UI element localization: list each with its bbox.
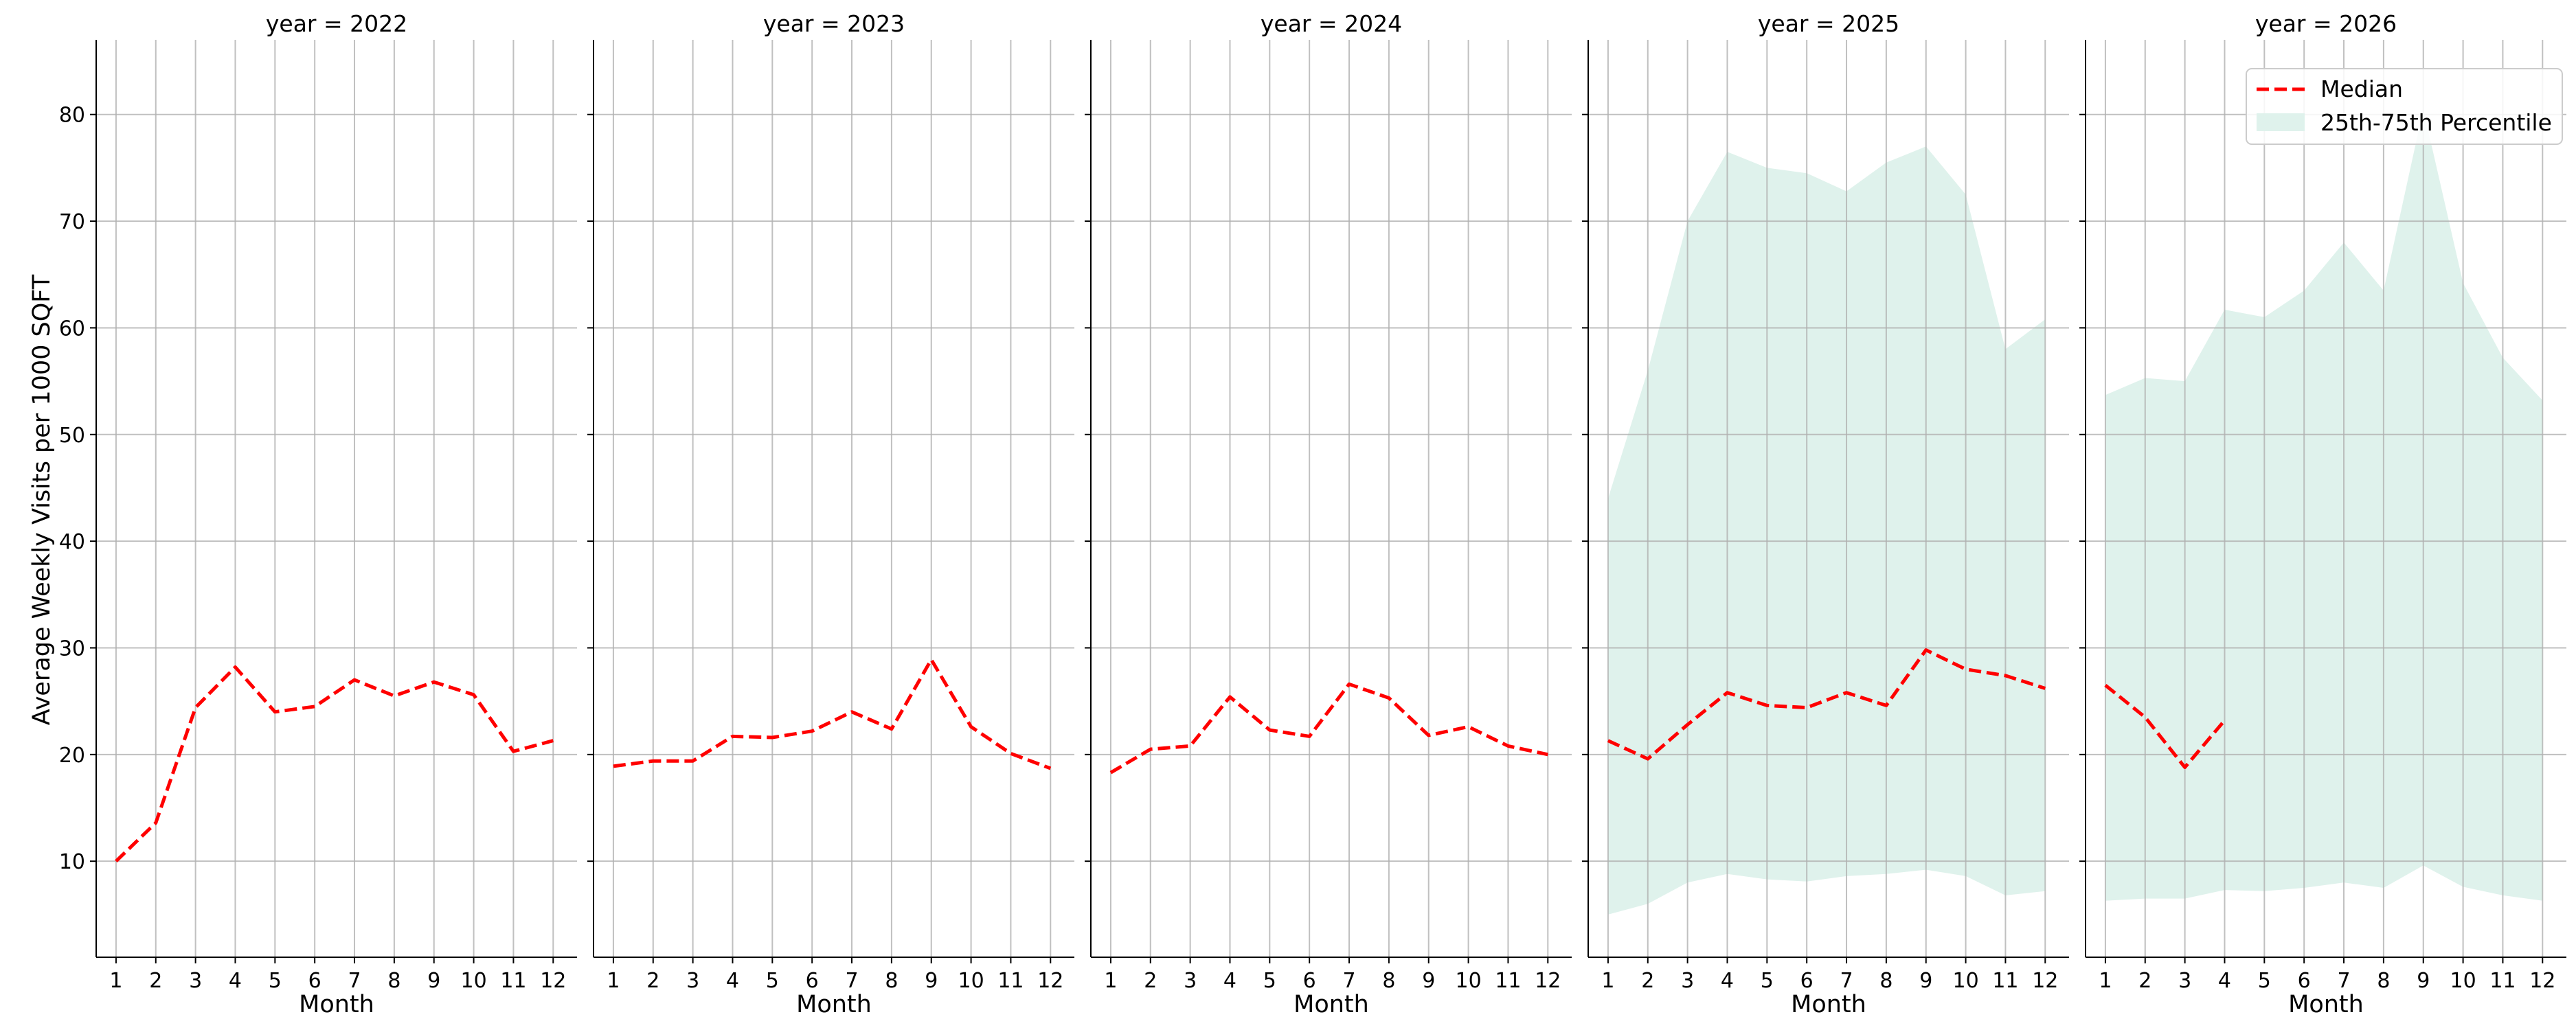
- y-tick-label: 30: [59, 637, 85, 661]
- x-tick-label: 8: [1382, 969, 1395, 993]
- x-tick-label: 4: [726, 969, 739, 993]
- panel-title: year = 2024: [1261, 10, 1402, 37]
- x-tick-label: 7: [2337, 969, 2350, 993]
- legend-band-swatch: [2257, 113, 2305, 131]
- panel-title: year = 2025: [1758, 10, 1899, 37]
- x-tick-label: 4: [229, 969, 242, 993]
- x-tick-label: 11: [997, 969, 1024, 993]
- x-tick-label: 1: [1601, 969, 1614, 993]
- x-tick-label: 4: [2218, 969, 2231, 993]
- x-tick-label: 6: [308, 969, 321, 993]
- x-axis-label: Month: [796, 991, 872, 1018]
- x-tick-label: 5: [766, 969, 779, 993]
- x-tick-label: 8: [2377, 969, 2390, 993]
- x-tick-label: 9: [2417, 969, 2430, 993]
- x-tick-label: 12: [1535, 969, 1561, 993]
- x-tick-label: 9: [925, 969, 938, 993]
- x-tick-label: 2: [2138, 969, 2151, 993]
- x-axis-label: Month: [2288, 991, 2364, 1018]
- x-tick-label: 6: [1303, 969, 1316, 993]
- x-tick-label: 11: [2489, 969, 2516, 993]
- x-tick-label: 11: [1495, 969, 1521, 993]
- y-tick-label: 70: [59, 210, 85, 234]
- x-tick-label: 12: [1037, 969, 1063, 993]
- panel-title: year = 2023: [763, 10, 905, 37]
- x-tick-label: 5: [2258, 969, 2271, 993]
- x-tick-label: 12: [540, 969, 566, 993]
- x-tick-label: 12: [2032, 969, 2058, 993]
- x-tick-label: 8: [387, 969, 400, 993]
- x-tick-label: 5: [1263, 969, 1276, 993]
- x-tick-label: 6: [806, 969, 819, 993]
- legend: Median 25th-75th Percentile: [2246, 68, 2563, 145]
- x-tick-label: 2: [1144, 969, 1157, 993]
- x-tick-label: 1: [607, 969, 620, 993]
- panel-title: year = 2022: [266, 10, 407, 37]
- x-tick-label: 1: [2099, 969, 2112, 993]
- x-tick-label: 6: [2298, 969, 2311, 993]
- x-tick-label: 3: [1681, 969, 1694, 993]
- x-tick-label: 7: [1342, 969, 1355, 993]
- x-tick-label: 9: [1919, 969, 1932, 993]
- legend-band-label: 25th-75th Percentile: [2320, 109, 2552, 136]
- x-tick-label: 9: [1422, 969, 1435, 993]
- median-line: [115, 665, 554, 862]
- percentile-band: [1607, 146, 2046, 915]
- x-tick-label: 8: [1879, 969, 1893, 993]
- x-tick-label: 7: [1840, 969, 1853, 993]
- x-tick-label: 3: [189, 969, 202, 993]
- x-tick-label: 1: [109, 969, 122, 993]
- x-tick-label: 10: [958, 969, 984, 993]
- x-tick-label: 3: [1184, 969, 1197, 993]
- x-tick-label: 7: [845, 969, 858, 993]
- x-axis-label: Month: [1293, 991, 1369, 1018]
- x-tick-label: 10: [460, 969, 486, 993]
- y-tick-label: 10: [59, 850, 85, 874]
- x-tick-label: 5: [269, 969, 282, 993]
- percentile-band: [2105, 109, 2543, 901]
- y-tick-label: 50: [59, 424, 85, 448]
- x-tick-label: 2: [646, 969, 659, 993]
- y-tick-label: 60: [59, 317, 85, 341]
- x-tick-label: 10: [1455, 969, 1481, 993]
- y-axis-label: Average Weekly Visits per 1000 SQFT: [28, 274, 56, 725]
- x-tick-label: 11: [1992, 969, 2018, 993]
- x-tick-label: 7: [348, 969, 361, 993]
- x-tick-label: 12: [2529, 969, 2555, 993]
- x-axis-label: Month: [299, 991, 374, 1018]
- x-tick-label: 10: [1952, 969, 1978, 993]
- x-tick-label: 2: [149, 969, 162, 993]
- x-tick-label: 6: [1800, 969, 1814, 993]
- x-tick-label: 4: [1721, 969, 1734, 993]
- median-line: [2104, 683, 2226, 769]
- median-line: [613, 658, 1052, 770]
- x-tick-label: 4: [1223, 969, 1236, 993]
- x-tick-label: 9: [427, 969, 440, 993]
- panel-title: year = 2026: [2255, 10, 2397, 37]
- y-tick-label: 20: [59, 744, 85, 768]
- x-tick-label: 8: [885, 969, 898, 993]
- x-tick-label: 5: [1761, 969, 1774, 993]
- x-tick-label: 2: [1641, 969, 1654, 993]
- y-tick-label: 40: [59, 530, 85, 554]
- x-tick-label: 3: [2178, 969, 2191, 993]
- x-tick-label: 10: [2450, 969, 2476, 993]
- x-tick-label: 1: [1104, 969, 1117, 993]
- y-tick-label: 80: [59, 104, 85, 128]
- median-line: [1607, 648, 2046, 761]
- x-axis-label: Month: [1791, 991, 1866, 1018]
- x-tick-label: 3: [686, 969, 699, 993]
- legend-median-label: Median: [2320, 76, 2403, 102]
- x-tick-label: 11: [500, 969, 526, 993]
- median-line: [1109, 682, 1548, 775]
- legend-frame: [2246, 68, 2563, 145]
